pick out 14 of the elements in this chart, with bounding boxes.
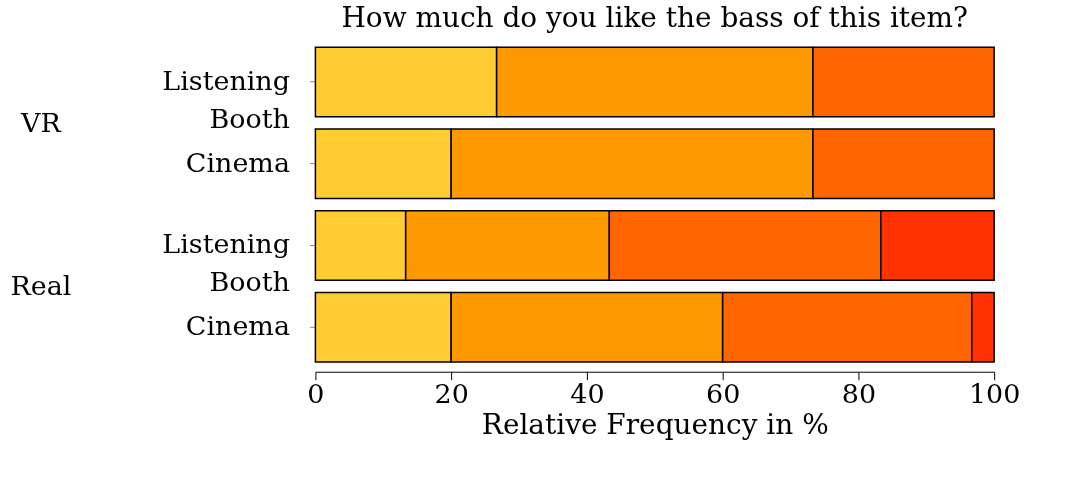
- y-tick-label: Cinema: [185, 146, 290, 178]
- x-tick-label: 60: [706, 378, 741, 410]
- text: VR: [20, 106, 62, 138]
- x-tick-label: 100: [968, 378, 1021, 410]
- y-tick-label: Cinema: [185, 310, 290, 342]
- text: Real: [10, 270, 72, 302]
- x-tick-label: 80: [841, 378, 877, 410]
- x-axis-title: Relative Frequency in %: [481, 408, 829, 442]
- x-tick-label: 40: [570, 378, 605, 410]
- y-tick-label: Listening Booth: [162, 64, 290, 134]
- y-tick-label: Listening Booth: [162, 228, 290, 298]
- x-tick-label: 20: [434, 378, 469, 410]
- x-tick-label: 0: [307, 378, 325, 410]
- chart-title: How much do you like the bass of this item?: [341, 1, 969, 35]
